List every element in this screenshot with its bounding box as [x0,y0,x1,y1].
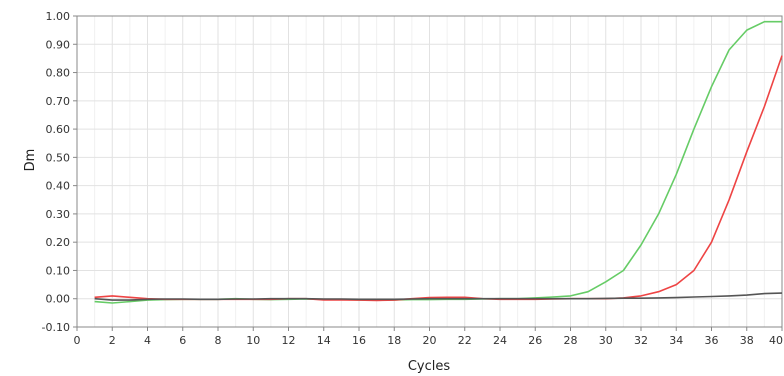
y-tick-label: 0.80 [46,67,71,80]
x-tick-label: 40 [769,334,783,347]
y-tick-label: 0.00 [46,293,71,306]
x-tick-label: 8 [215,334,222,347]
series-line-1 [94,20,782,304]
x-tick-label: 22 [458,334,472,347]
y-tick-label: 0.20 [46,236,71,249]
x-tick-label: 34 [669,334,683,347]
x-tick-label: 28 [564,334,578,347]
y-tick-labels: -0.10 0.00 0.10 0.20 0.30 0.40 0.50 0.60 0.70 0.8… [42,10,77,334]
series-line-3 [94,292,783,301]
y-tick-label: 0.50 [46,151,71,164]
x-tick-label: 24 [493,334,507,347]
y-tick-label: 0.40 [46,180,71,193]
x-tick-label: 32 [634,334,648,347]
x-tick-label: 36 [705,334,719,347]
x-tick-labels: 0 2 4 6 8 10 12 14 16 18 20 22 24 26 28 30 32 34 36 38 40 [74,327,783,347]
y-tick-label: 0.70 [46,95,71,108]
x-tick-label: 12 [282,334,296,347]
x-axis-title: Cycles [408,359,451,374]
y-axis-title: Dm [23,149,38,172]
x-tick-label: 26 [528,334,542,347]
x-tick-label: 0 [74,334,81,347]
x-tick-label: 16 [352,334,366,347]
y-tick-label: 0.10 [46,264,71,277]
x-tick-label: 10 [246,334,260,347]
series-layer [94,20,783,304]
y-tick-label: 0.30 [46,208,71,221]
x-tick-label: 38 [740,334,754,347]
y-tick-label: 0.90 [46,38,71,51]
y-tick-label: 1.00 [46,10,71,23]
y-tick-label: 0.60 [46,123,71,136]
series-line-2 [94,55,783,302]
x-tick-label: 2 [109,334,116,347]
x-tick-label: 14 [317,334,331,347]
x-tick-label: 4 [144,334,151,347]
x-tick-label: 6 [179,334,186,347]
x-tick-label: 30 [599,334,613,347]
x-tick-label: 20 [423,334,437,347]
grid-lines [76,15,783,328]
y-tick-label: -0.10 [42,321,70,334]
x-tick-label: 18 [387,334,401,347]
